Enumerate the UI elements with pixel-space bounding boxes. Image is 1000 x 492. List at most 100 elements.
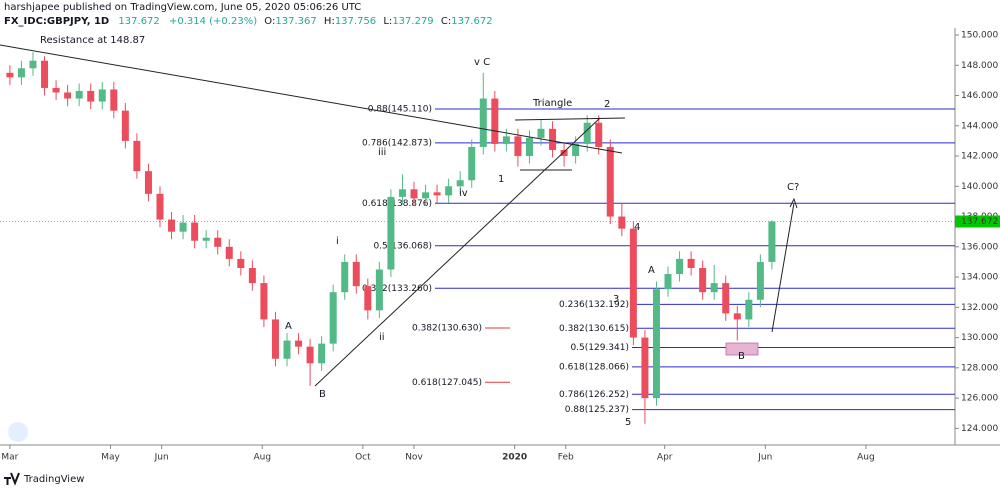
- fib-label: 0.88(145.110): [368, 104, 432, 114]
- candle-body: [98, 89, 106, 102]
- fib-label: 0.382(133.260): [362, 284, 432, 294]
- fib-label: 0.786(142.873): [362, 138, 432, 148]
- plot: 124.000 126.000 128.000 130.000 132.000 134.0…: [0, 30, 998, 463]
- h-label: H:: [324, 16, 335, 27]
- symbol: FX_IDC:GBPJPY, 1D: [4, 16, 109, 27]
- footer-brand: TradingView: [23, 474, 84, 485]
- price: 137.672: [118, 16, 159, 27]
- candle-body: [722, 283, 730, 314]
- candle-body: [306, 346, 314, 364]
- candle-body: [456, 180, 464, 187]
- candle-body: [329, 292, 337, 344]
- target-box: [725, 342, 759, 356]
- candle-body: [6, 72, 14, 78]
- candle-body: [502, 136, 510, 144]
- candle-body: [364, 286, 372, 311]
- candle-body: [271, 319, 279, 359]
- candle-body: [491, 98, 499, 144]
- candle-body: [445, 186, 453, 196]
- x-tick-label: Jun: [154, 453, 169, 463]
- x-tick-label: Mar: [1, 453, 18, 463]
- y-tick-label: 142.000: [961, 152, 998, 162]
- annotation: v C: [474, 57, 490, 68]
- annotation: 1: [498, 174, 504, 185]
- projection-arrow: [771, 202, 795, 333]
- l-value: 137.279: [392, 16, 433, 27]
- candle-body: [179, 222, 187, 232]
- support-trendline: [314, 117, 601, 387]
- y-tick-label: 136.000: [961, 242, 998, 252]
- candle-body: [479, 98, 487, 147]
- fib-label: 0.88(125.237): [565, 405, 629, 415]
- y-tick-label: 126.000: [961, 394, 998, 404]
- x-tick-label: Apr: [657, 453, 673, 463]
- candle-body: [433, 192, 441, 196]
- annotation: Triangle: [532, 98, 572, 109]
- candle-body: [248, 267, 256, 284]
- candle-body: [237, 258, 245, 268]
- last-price-label: 137.672: [961, 217, 998, 227]
- candle-body: [110, 89, 118, 111]
- candle-body: [710, 283, 718, 293]
- candle-body: [595, 122, 603, 147]
- annotation: 4: [634, 222, 640, 233]
- candle-body: [341, 261, 349, 293]
- c-label: C:: [441, 16, 451, 27]
- fib-label: 0.786(126.252): [559, 390, 629, 400]
- x-tick-label: Aug: [253, 453, 271, 463]
- x-tick-label: Aug: [857, 453, 875, 463]
- x-tick-label: Jun: [757, 453, 772, 463]
- candle-body: [144, 171, 152, 194]
- candle-body: [295, 340, 303, 347]
- annotation: A: [285, 321, 292, 332]
- annotation: Resistance at 148.87: [40, 35, 145, 46]
- y-tick-label: 150.000: [961, 30, 998, 40]
- candle-body: [191, 222, 199, 241]
- annotation: B: [738, 351, 745, 362]
- x-tick-label: Feb: [558, 453, 574, 463]
- annotation: 5: [625, 417, 631, 428]
- x-tick-label: Oct: [355, 453, 371, 463]
- fib-label: 0.618(127.045): [412, 378, 482, 388]
- candle-body: [560, 149, 568, 157]
- arrow-head: [789, 197, 798, 209]
- candle-body: [225, 246, 233, 259]
- candle-body: [352, 261, 360, 287]
- candle-body: [583, 122, 591, 144]
- resistance-trendline: [0, 44, 623, 154]
- y-tick-label: 140.000: [961, 182, 998, 192]
- tradingview-logo: [4, 472, 20, 486]
- x-tick-label: Nov: [405, 453, 423, 463]
- candle-body: [375, 269, 383, 311]
- candle-body: [687, 258, 695, 268]
- annotation: A: [648, 265, 655, 276]
- candle-body: [214, 237, 222, 247]
- candle-body: [133, 140, 141, 172]
- candle-body: [87, 90, 95, 102]
- candle-body: [318, 343, 326, 364]
- candle-body: [156, 193, 164, 220]
- candle-body: [514, 136, 522, 157]
- annotation: 2: [604, 99, 610, 110]
- h-value: 137.756: [335, 16, 376, 27]
- candle-body: [676, 258, 684, 275]
- x-tick-label: May: [101, 453, 120, 463]
- fib-label: 0.382(130.630): [412, 324, 482, 334]
- candle-body: [168, 219, 176, 232]
- symbol-line: FX_IDC:GBPJPY, 1D 137.672 +0.314 (+0.23%…: [4, 16, 493, 27]
- candle-body: [606, 146, 614, 217]
- publisher: harshjapee published on TradingView.com,…: [4, 2, 361, 13]
- candle-body: [756, 261, 764, 300]
- candle-body: [618, 216, 626, 229]
- y-tick-label: 128.000: [961, 363, 998, 373]
- y-tick-label: 146.000: [961, 91, 998, 101]
- candle-body: [652, 289, 660, 399]
- fib-label: 0.236(132.192): [559, 300, 629, 310]
- candle-body: [29, 60, 37, 69]
- candle-body: [733, 313, 741, 320]
- triangle-top: [514, 117, 626, 121]
- candle-body: [699, 267, 707, 293]
- candle-body: [664, 274, 672, 290]
- y-tick-label: 130.000: [961, 333, 998, 343]
